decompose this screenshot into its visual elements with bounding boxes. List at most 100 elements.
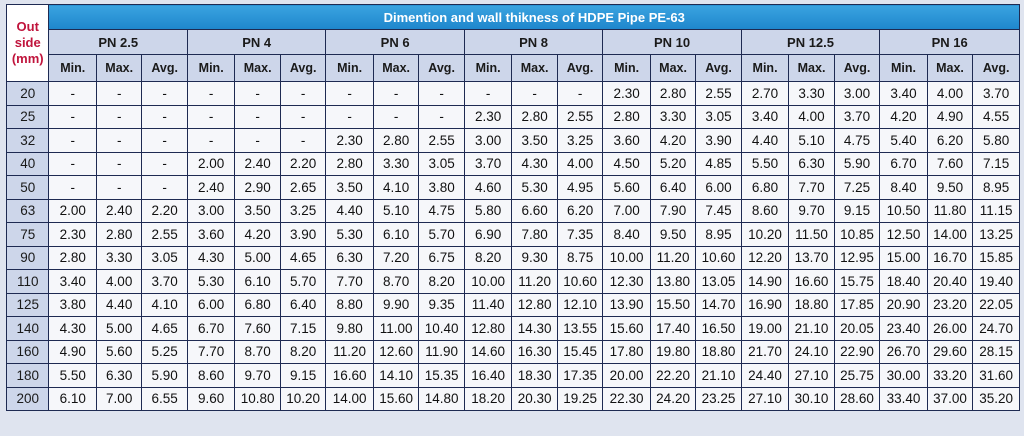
wall-thickness-cell: 11.20: [649, 245, 697, 270]
wall-thickness-cell: -: [418, 81, 465, 106]
outside-diameter-cell: 90: [5, 245, 50, 270]
wall-thickness-cell: 2.40: [234, 151, 281, 176]
wall-thickness-cell: 14.60: [463, 339, 513, 364]
avg-header: Avg.: [556, 54, 604, 82]
table-row: 140 4.30 5.00 4.65 6.70 7.60 7.15 9.80 11.00 10.4…: [5, 316, 1020, 341]
wall-thickness-cell: 18.80: [788, 292, 835, 317]
wall-thickness-cell: 3.70: [463, 151, 513, 176]
table-row: 20- - - - - - - - - - - -2.30 2.80 2.55 2.70 3.30 3.00 3.…: [5, 81, 1020, 106]
wall-thickness-cell: 9.15: [279, 363, 327, 388]
avg-header: Avg.: [141, 54, 188, 82]
wall-thickness-cell: -: [234, 81, 281, 106]
wall-thickness-cell: 25.75: [833, 363, 881, 388]
wall-thickness-cell: 7.90: [649, 198, 697, 223]
max-header: Max.: [511, 54, 558, 82]
wall-thickness-cell: 22.30: [602, 386, 651, 411]
wall-thickness-cell: 8.75: [556, 245, 604, 270]
wall-thickness-cell: 2.65: [279, 175, 327, 200]
wall-thickness-cell: 6.55: [141, 386, 188, 411]
wall-thickness-cell: 4.95: [556, 175, 604, 200]
wall-thickness-cell: 2.30: [602, 81, 651, 106]
pn-header: PN 2.5: [48, 29, 188, 55]
avg-header: Avg.: [833, 54, 881, 82]
hdpe-dimension-table: Out side (mm) Dimention and wall thiknes…: [5, 4, 1020, 411]
wall-thickness-cell: 4.20: [234, 222, 281, 247]
wall-thickness-cell: 16.90: [740, 292, 790, 317]
avg-header: Avg.: [972, 54, 1020, 82]
wall-thickness-cell: 2.55: [141, 222, 188, 247]
wall-thickness-cell: -: [48, 128, 97, 153]
wall-thickness-cell: 5.30: [186, 269, 236, 294]
wall-thickness-cell: 10.60: [695, 245, 742, 270]
wall-thickness-cell: 13.55: [556, 316, 604, 341]
wall-thickness-cell: -: [279, 128, 327, 153]
wall-thickness-cell: 6.80: [740, 175, 790, 200]
wall-thickness-cell: 4.00: [556, 151, 604, 176]
wall-thickness-cell: 5.80: [972, 128, 1020, 153]
wall-thickness-cell: 11.20: [325, 339, 374, 364]
wall-thickness-cell: 8.70: [372, 269, 420, 294]
wall-thickness-cell: 3.80: [418, 175, 465, 200]
wall-thickness-cell: 10.20: [740, 222, 790, 247]
wall-thickness-cell: 6.80: [234, 292, 281, 317]
wall-thickness-cell: 9.80: [325, 316, 374, 341]
wall-thickness-cell: 3.50: [511, 128, 558, 153]
wall-thickness-cell: 10.00: [602, 245, 651, 270]
wall-thickness-cell: 33.40: [879, 386, 928, 411]
wall-thickness-cell: 4.30: [511, 151, 558, 176]
min-header: Min.: [602, 54, 651, 82]
wall-thickness-cell: 19.80: [649, 339, 697, 364]
wall-thickness-cell: 4.20: [879, 104, 928, 129]
wall-thickness-cell: 14.00: [926, 222, 974, 247]
wall-thickness-cell: 14.10: [372, 363, 420, 388]
min-header: Min.: [48, 54, 97, 82]
wall-thickness-cell: 8.40: [602, 222, 651, 247]
wall-thickness-cell: -: [141, 104, 188, 129]
wall-thickness-cell: 12.80: [463, 316, 513, 341]
wall-thickness-cell: 2.30: [48, 222, 97, 247]
outside-label-line: side: [14, 35, 41, 50]
wall-thickness-cell: 7.60: [234, 316, 281, 341]
wall-thickness-cell: 5.50: [48, 363, 97, 388]
wall-thickness-cell: -: [418, 104, 465, 129]
wall-thickness-cell: 3.70: [833, 104, 881, 129]
wall-thickness-cell: 10.00: [463, 269, 513, 294]
wall-thickness-cell: 15.45: [556, 339, 604, 364]
wall-thickness-cell: -: [48, 104, 97, 129]
wall-thickness-cell: 11.40: [463, 292, 513, 317]
wall-thickness-cell: 4.75: [833, 128, 881, 153]
pn-header: PN 16: [879, 29, 1020, 55]
wall-thickness-cell: 13.80: [649, 269, 697, 294]
wall-thickness-cell: 10.80: [234, 386, 281, 411]
wall-thickness-cell: 16.60: [325, 363, 374, 388]
wall-thickness-cell: 33.20: [926, 363, 974, 388]
wall-thickness-cell: 4.40: [740, 128, 790, 153]
wall-thickness-cell: 5.60: [95, 339, 143, 364]
wall-thickness-cell: 20.90: [879, 292, 928, 317]
wall-thickness-cell: 2.55: [418, 128, 465, 153]
max-header: Max.: [95, 54, 143, 82]
wall-thickness-cell: 20.05: [833, 316, 881, 341]
wall-thickness-cell: 16.60: [788, 269, 835, 294]
wall-thickness-cell: 12.80: [511, 292, 558, 317]
wall-thickness-cell: 28.60: [833, 386, 881, 411]
wall-thickness-cell: 8.20: [418, 269, 465, 294]
wall-thickness-cell: 3.70: [972, 81, 1020, 106]
min-header: Min.: [463, 54, 513, 82]
wall-thickness-cell: 13.05: [695, 269, 742, 294]
wall-thickness-cell: -: [186, 128, 236, 153]
wall-thickness-cell: 2.30: [325, 128, 374, 153]
wall-thickness-cell: 3.00: [833, 81, 881, 106]
wall-thickness-cell: 35.20: [972, 386, 1020, 411]
wall-thickness-cell: 4.40: [95, 292, 143, 317]
wall-thickness-cell: -: [186, 81, 236, 106]
wall-thickness-cell: 5.50: [740, 151, 790, 176]
wall-thickness-cell: 8.60: [740, 198, 790, 223]
wall-thickness-cell: 19.25: [556, 386, 604, 411]
table-row: 200 6.10 7.00 6.55 9.60 10.80 10.20 14.00 15.60 1…: [5, 386, 1020, 411]
wall-thickness-cell: 18.40: [879, 269, 928, 294]
table-title: Dimention and wall thikness of HDPE Pipe…: [48, 4, 1020, 30]
wall-thickness-cell: 14.90: [740, 269, 790, 294]
wall-thickness-cell: 5.20: [649, 151, 697, 176]
wall-thickness-cell: 8.95: [695, 222, 742, 247]
